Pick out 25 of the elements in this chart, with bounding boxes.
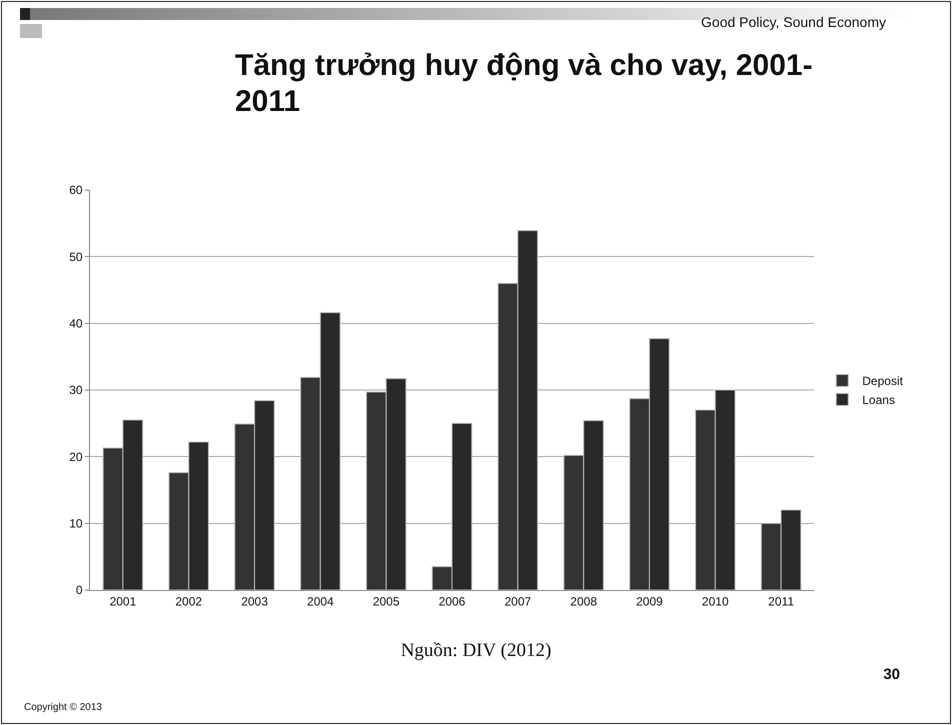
text: Good Policy, Sound Economy	[701, 14, 886, 30]
text: Copyright © 2013	[24, 702, 102, 713]
legend-label: Loans	[862, 393, 895, 408]
y-tick-label: 0	[76, 583, 83, 598]
y-tick-label: 60	[69, 183, 83, 198]
x-tick-label: 2010	[702, 594, 729, 608]
x-tick-label: 2005	[372, 594, 400, 608]
text: Nguồn: DIV (2012)	[400, 640, 552, 662]
x-tick-label: 2011	[768, 594, 794, 608]
y-tick-label: 30	[69, 383, 83, 398]
x-tick-label: 2002	[175, 594, 202, 608]
x-tick-label: 2007	[504, 594, 532, 608]
x-tick-label: 2004	[307, 594, 334, 608]
x-tick-label: 2003	[241, 594, 268, 608]
x-tick-label: 2009	[636, 594, 664, 608]
x-tick-label: 2008	[570, 594, 598, 608]
text: 30	[883, 666, 900, 683]
chart-title: Tăng trưởng huy động và cho vay, 2001-2011	[235, 48, 814, 120]
y-tick-label: 50	[69, 250, 83, 264]
x-tick-label: 2001	[110, 594, 137, 608]
legend-label: Deposit	[862, 374, 904, 388]
y-tick-label: 10	[69, 516, 83, 531]
y-tick-label: 40	[69, 316, 83, 331]
x-tick-label: 2006	[438, 594, 466, 608]
y-tick-label: 20	[69, 450, 83, 464]
